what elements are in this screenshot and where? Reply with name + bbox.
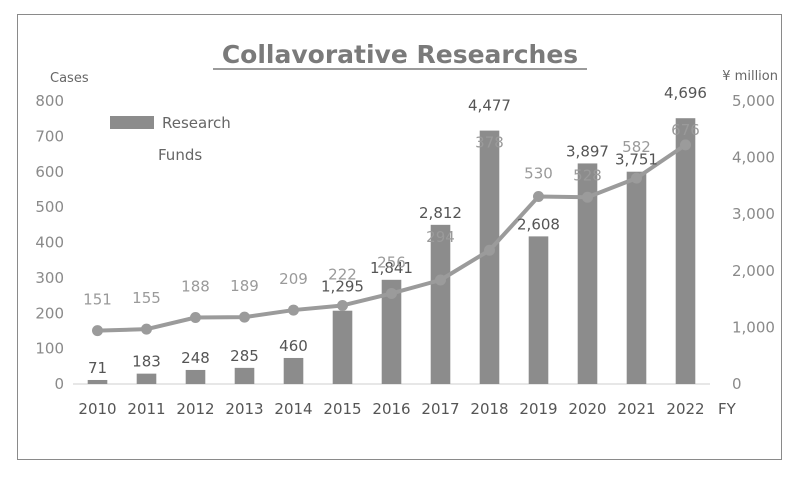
- cases-point: [141, 323, 152, 335]
- right-tick-label: 4,000: [732, 149, 775, 167]
- funds-data-label: 2,608: [517, 215, 560, 233]
- funds-bar: [185, 369, 206, 384]
- cases-data-label: 294: [426, 228, 455, 246]
- left-tick-label: 200: [35, 304, 64, 322]
- funds-bar: [430, 224, 451, 384]
- x-tick-label: 2015: [323, 400, 361, 418]
- funds-bar: [381, 279, 402, 384]
- x-tick-label: 2011: [127, 400, 165, 418]
- funds-data-label: 248: [181, 349, 210, 367]
- cases-point: [484, 244, 495, 256]
- cases-data-label: 378: [475, 134, 504, 152]
- funds-data-label: 183: [132, 353, 161, 371]
- left-tick-label: 800: [35, 92, 64, 110]
- funds-data-label: 1,295: [321, 277, 364, 295]
- x-tick-label: 2013: [225, 400, 263, 418]
- funds-bar: [332, 310, 353, 384]
- x-tick-label: 2022: [666, 400, 704, 418]
- cases-data-label: 676: [671, 121, 700, 139]
- cases-point: [435, 274, 446, 286]
- cases-point: [631, 172, 642, 184]
- left-tick-label: 300: [35, 269, 64, 287]
- right-tick-label: 5,000: [732, 92, 775, 110]
- right-tick-label: 0: [732, 375, 742, 393]
- cases-point: [288, 304, 299, 316]
- left-tick-label: 500: [35, 198, 64, 216]
- chart-title: Collavorative Researches: [222, 40, 578, 69]
- legend-label-line2: Funds: [158, 146, 202, 164]
- cases-data-label: 530: [524, 165, 553, 183]
- chart-frame: [17, 14, 782, 460]
- funds-data-label: 71: [88, 359, 107, 377]
- cases-point: [190, 311, 201, 323]
- x-tick-label: 2010: [78, 400, 116, 418]
- x-tick-label: 2021: [617, 400, 655, 418]
- funds-bars: [87, 118, 696, 385]
- funds-data-label: 3,751: [615, 151, 658, 169]
- right-tick-label: 1,000: [732, 318, 775, 336]
- funds-data-label: 460: [279, 337, 308, 355]
- right-tick-label: 3,000: [732, 205, 775, 223]
- funds-data-label: 285: [230, 347, 259, 365]
- x-tick-label: 2017: [421, 400, 459, 418]
- cases-point: [533, 191, 544, 203]
- funds-bar: [87, 379, 108, 384]
- cases-data-label: 222: [328, 265, 357, 283]
- funds-bar: [577, 163, 598, 384]
- cases-point: [680, 139, 691, 151]
- cases-data-label: 209: [279, 270, 308, 288]
- cases-data-label: 528: [573, 166, 602, 184]
- cases-data-label: 256: [377, 253, 406, 271]
- left-axis-ticks: 0 100 200 300 400 500 600 700 800: [35, 92, 64, 393]
- funds-data-label: 1,841: [370, 259, 413, 277]
- cases-point: [239, 311, 250, 323]
- funds-data-label: 2,812: [419, 204, 462, 222]
- left-tick-label: 100: [35, 340, 64, 358]
- x-tick-label: 2020: [568, 400, 606, 418]
- cases-data-label: 189: [230, 277, 259, 295]
- left-axis-unit-label: Cases: [50, 71, 89, 86]
- funds-bar: [234, 367, 255, 384]
- cases-data-label: 151: [83, 291, 112, 309]
- x-axis-unit-label: FY: [718, 400, 737, 418]
- cases-point: [582, 191, 593, 203]
- legend-label-line1: Research: [162, 114, 231, 132]
- x-tick-label: 2018: [470, 400, 508, 418]
- funds-data-label: 4,696: [664, 84, 707, 102]
- cases-point: [92, 325, 103, 337]
- right-axis-ticks: 0 1,000 2,000 3,000 4,000 5,000: [732, 92, 775, 393]
- funds-data-label: 4,477: [468, 97, 511, 115]
- x-tick-label: 2016: [372, 400, 410, 418]
- cases-data-label: 582: [622, 138, 651, 156]
- cases-line: [92, 139, 691, 337]
- data-labels: 71 183 248 285 460 1,295 1,841 2,812 4,477 2,608 3…: [83, 84, 707, 377]
- cases-data-label: 155: [132, 289, 161, 307]
- left-tick-label: 600: [35, 163, 64, 181]
- cases-point: [337, 299, 348, 311]
- funds-data-label: 3,897: [566, 142, 609, 160]
- x-tick-label: 2012: [176, 400, 214, 418]
- left-tick-label: 700: [35, 127, 64, 145]
- cases-data-label: 188: [181, 277, 210, 295]
- funds-bar: [283, 357, 304, 384]
- x-tick-label: 2019: [519, 400, 557, 418]
- funds-bar: [626, 171, 647, 384]
- cases-point: [386, 287, 397, 299]
- x-tick-label: 2014: [274, 400, 312, 418]
- funds-bar: [479, 130, 500, 384]
- left-tick-label: 0: [54, 375, 64, 393]
- right-axis-unit-label: ¥ million: [722, 69, 778, 84]
- funds-bar: [528, 236, 549, 384]
- left-tick-label: 400: [35, 234, 64, 252]
- funds-bar: [136, 373, 157, 384]
- right-tick-label: 2,000: [732, 262, 775, 280]
- legend-swatch-research-funds: [110, 116, 154, 129]
- x-axis-ticks: 2010 2011 2012 2013 2014 2015 2016 2017 2018 2019…: [78, 400, 704, 418]
- funds-bar: [675, 118, 696, 385]
